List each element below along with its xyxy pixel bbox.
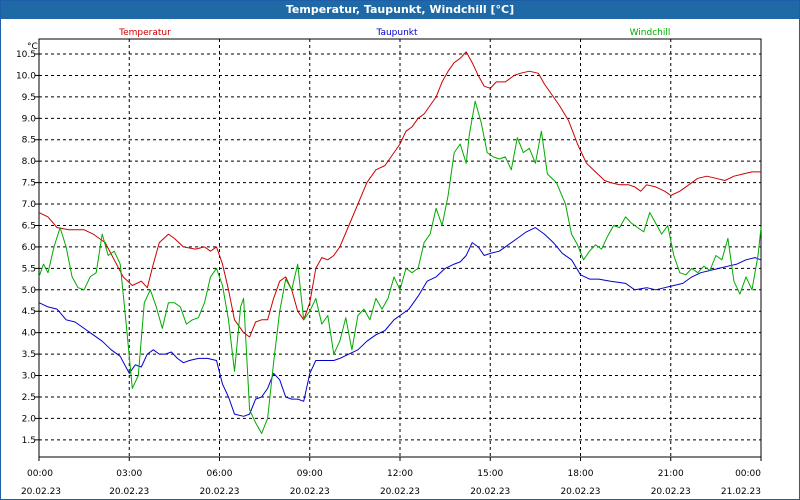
x-tick-time: 03:00 — [116, 469, 142, 479]
y-tick-label: 4.5 — [22, 307, 36, 317]
y-tick-label: 9.5 — [22, 93, 36, 103]
legend: Temperatur Taupunkt Windchill — [118, 28, 670, 38]
y-tick-labels: 1.5 2.0 2.5 3.0 3.5 4.0 4.5 5.0 5.5 6.0 6.5 7.0 7.5 8… — [16, 50, 36, 446]
x-tick-date: 20.02.23 — [21, 487, 61, 497]
x-tick-date: 20.02.23 — [651, 487, 691, 497]
x-tick-date: 20.02.23 — [109, 487, 149, 497]
y-tick-label: 6.5 — [22, 221, 36, 231]
x-tick-time: 00:00 — [735, 469, 761, 479]
x-tick-date: 20.02.23 — [470, 487, 510, 497]
chart-title: Temperatur, Taupunkt, Windchill [°C] — [1, 1, 799, 19]
x-tick-date: 21.02.23 — [721, 487, 761, 497]
x-tick-time: 06:00 — [207, 469, 233, 479]
y-tick-label: 7.5 — [22, 179, 36, 189]
y-tick-label: 3.0 — [22, 372, 37, 382]
y-tick-label: 10.0 — [16, 71, 36, 81]
x-tick-time: 09:00 — [297, 469, 323, 479]
x-tick-time: 21:00 — [658, 469, 684, 479]
series-lines — [38, 51, 762, 434]
series-line-windchill — [38, 100, 762, 434]
y-tick-label: 4.0 — [22, 329, 37, 339]
legend-temperatur: Temperatur — [118, 28, 171, 38]
series-line-temperatur — [38, 51, 761, 338]
x-tick-time: 00:00 — [27, 469, 53, 479]
x-tick-date: 20.02.23 — [380, 487, 420, 497]
y-tick-label: 3.5 — [22, 350, 36, 360]
x-tick-date: 20.02.23 — [199, 487, 239, 497]
x-tick-marks — [38, 457, 762, 461]
y-tick-label: 8.0 — [22, 157, 37, 167]
y-tick-label: 8.5 — [22, 136, 36, 146]
y-tick-label: 2.5 — [22, 393, 36, 403]
chart: 1.5 2.0 2.5 3.0 3.5 4.0 4.5 5.0 5.5 6.0 6.5 7.0 7.5 8… — [16, 28, 762, 497]
y-tick-label: 5.5 — [22, 264, 36, 274]
y-tick-label: 5.0 — [22, 286, 37, 296]
x-gridlines — [128, 39, 672, 457]
y-tick-label: 9.0 — [22, 114, 37, 124]
y-tick-label: 6.0 — [22, 243, 37, 253]
x-tick-date: 20.02.23 — [290, 487, 330, 497]
y-tick-label: 10.5 — [16, 50, 36, 60]
x-tick-labels: 00:00 20.02.23 03:00 20.02.23 06:00 20.02.23 0… — [21, 469, 761, 497]
y-tick-label: 2.0 — [22, 414, 37, 424]
legend-taupunkt: Taupunkt — [375, 28, 418, 38]
y-axis-unit: °C — [27, 42, 38, 52]
x-tick-time: 18:00 — [568, 469, 594, 479]
y-tick-marks — [35, 53, 39, 441]
x-tick-date: 20.02.23 — [560, 487, 600, 497]
series-line-taupunkt — [38, 227, 762, 417]
y-tick-label: 7.0 — [22, 200, 37, 210]
legend-windchill: Windchill — [630, 28, 671, 38]
x-tick-time: 12:00 — [387, 469, 413, 479]
x-tick-time: 15:00 — [477, 469, 503, 479]
y-tick-label: 1.5 — [22, 436, 36, 446]
